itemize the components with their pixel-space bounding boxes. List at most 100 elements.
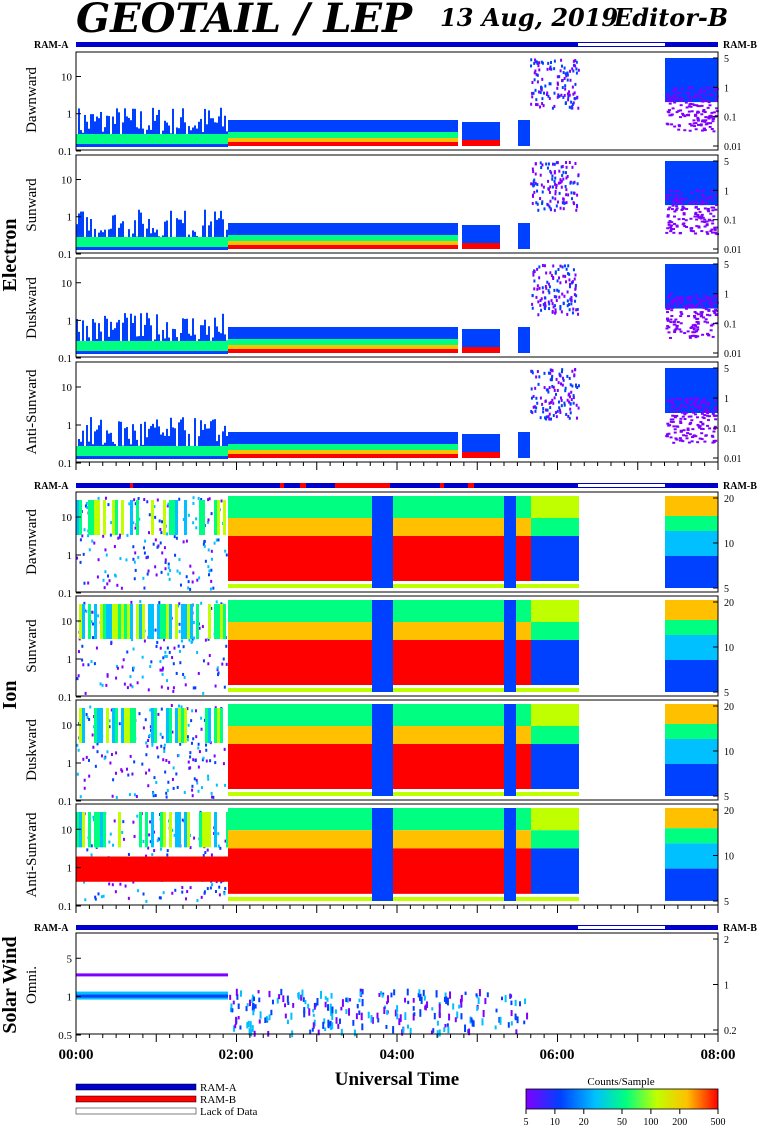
electron-data-speck (576, 205, 579, 209)
electron-data-speck (556, 161, 559, 165)
ram-a-label-sw: RAM-A (34, 923, 69, 934)
sw-data-speck (471, 1019, 474, 1027)
colorbar-tick-label: 5 (524, 1117, 529, 1128)
ion-data-column (270, 518, 273, 536)
ion-data-speck (219, 846, 222, 850)
ion-data-column (288, 584, 291, 588)
ion-data-speck (177, 604, 180, 608)
electron-data-column (108, 446, 110, 456)
ion-data-column (279, 744, 282, 789)
ion-data-column (417, 622, 420, 640)
ion-data-speck (167, 686, 170, 690)
ion-data-column (363, 830, 366, 849)
electron-data-speck (689, 398, 693, 401)
ion-data-speck (151, 853, 154, 857)
ion-data-column (465, 726, 468, 744)
ion-data-speck (95, 646, 98, 650)
ion-data-column (414, 688, 417, 692)
electron-data-speck (547, 371, 550, 375)
ion-data-column (522, 536, 525, 581)
ion-data-column (315, 704, 318, 726)
ion-data-column (543, 536, 546, 581)
ion-data-speck (202, 756, 205, 760)
ion-data-speck (79, 538, 82, 542)
electron-data-speck (565, 280, 568, 284)
ion-data-speck (129, 683, 132, 687)
ion-data-speck (147, 569, 150, 573)
ion-data-column (444, 584, 447, 588)
ion-data-column (315, 518, 318, 536)
ion-data-column (516, 622, 519, 640)
sw-data-speck (323, 1018, 326, 1024)
electron-data-speck (691, 324, 695, 327)
ion-data-column (369, 848, 372, 894)
ion-data-speck (143, 586, 146, 590)
ion-data-column (534, 726, 537, 744)
ion-data-column (300, 640, 303, 685)
ion-data-speck (197, 746, 200, 750)
ion-data-column (516, 536, 519, 581)
electron-data-speck (689, 408, 693, 411)
ion-data-speck (122, 658, 125, 662)
ion-data-column (94, 708, 97, 743)
ion-data-column (351, 704, 354, 726)
ion-data-column (405, 622, 408, 640)
ion-data-column (109, 604, 112, 639)
electron-data-speck (678, 232, 682, 235)
ion-data-column (546, 792, 549, 796)
ion-data-column (486, 726, 489, 744)
ion-data-column (495, 897, 498, 901)
ion-data-column (273, 640, 276, 685)
electron-data-speck (563, 77, 566, 81)
ion-data-column (573, 622, 576, 640)
sw-data-speck (495, 1008, 498, 1013)
ion-data-column (486, 600, 489, 622)
electron-data-column (192, 134, 194, 144)
electron-data-column (216, 446, 218, 456)
electron-data-column (156, 114, 158, 147)
ion-data-column (336, 640, 339, 685)
ion-data-column (447, 897, 450, 901)
ion-data-column (184, 812, 187, 848)
ion-data-column (474, 726, 477, 744)
ion-data-column (252, 622, 255, 640)
ion-data-speck (116, 666, 119, 670)
ion-data-column (312, 622, 315, 640)
ion-data-column (438, 536, 441, 581)
sw-data-speck (338, 1018, 341, 1024)
ion-data-speck (191, 640, 194, 644)
ion-data-speck (134, 502, 137, 506)
ion-data-speck (218, 893, 221, 897)
ion-data-column (549, 600, 552, 622)
electron-data-speck (556, 288, 559, 292)
electron-data-speck (693, 323, 697, 326)
ion-data-column (432, 830, 435, 849)
electron-data-speck (680, 202, 684, 205)
sw-data-speck (382, 992, 385, 996)
electron-band-red (462, 243, 500, 249)
ram-gap (578, 484, 665, 487)
ion-data-column (354, 536, 357, 581)
sw-data-speck (331, 1006, 334, 1014)
electron-data-speck (693, 95, 697, 98)
electron-data-speck (532, 91, 535, 95)
ion-data-column (441, 622, 444, 640)
ion-data-column (306, 584, 309, 588)
ion-data-column (348, 897, 351, 901)
ion-data-speck (139, 600, 142, 604)
ion-data-column (480, 518, 483, 536)
ion-data-speck (162, 758, 165, 762)
electron-data-speck (550, 274, 553, 278)
electron-data-speck (696, 326, 700, 329)
electron-data-column (166, 134, 168, 144)
y-tick-label-right: 1 (724, 290, 729, 301)
ion-data-column (441, 897, 444, 901)
ion-data-column (342, 622, 345, 640)
electron-data-column (94, 341, 96, 351)
electron-data-column (134, 341, 136, 351)
electron-data-speck (697, 216, 701, 219)
ion-data-column (231, 848, 234, 894)
ion-data-column (372, 600, 375, 692)
sw-data-speck (430, 1030, 433, 1035)
electron-data-speck (677, 128, 681, 131)
